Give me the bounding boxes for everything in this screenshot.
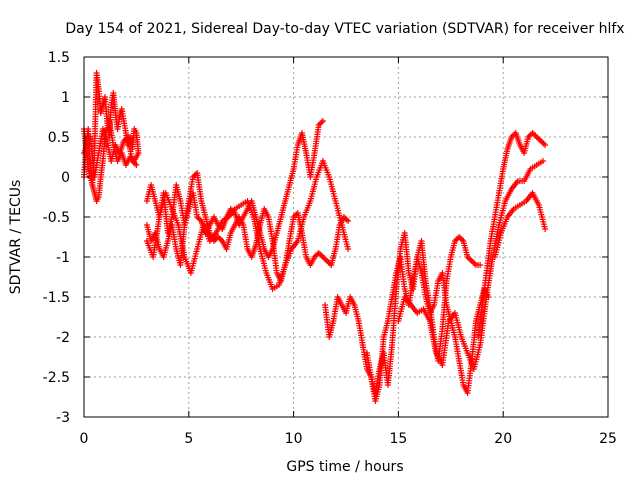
series-5 (143, 158, 352, 292)
data-point (465, 255, 472, 262)
y-tick-label: 1.5 (48, 50, 70, 66)
data-point (189, 174, 196, 180)
data-points (81, 70, 549, 404)
x-tick-label: 0 (80, 431, 89, 447)
x-tick-label: 25 (599, 431, 617, 447)
data-point (319, 118, 326, 124)
data-point (451, 238, 458, 244)
chart-title: Day 154 of 2021, Sidereal Day-to-day VTE… (65, 21, 624, 37)
data-point (471, 260, 478, 267)
data-point (217, 236, 224, 243)
data-point (318, 119, 325, 126)
axes: 0 5 10 15 20 25 1.5 1 0.5 0 -0.5 -1 -1.5 -2 -2.5 -3 (43, 50, 617, 447)
data-point (539, 139, 546, 146)
data-point (340, 214, 347, 220)
data-point (135, 150, 142, 156)
data-point (195, 215, 202, 222)
data-point (324, 258, 331, 264)
data-point (530, 131, 537, 138)
y-tick-label: -3 (56, 410, 70, 426)
data-point (526, 132, 533, 139)
data-point (470, 259, 477, 266)
series-7 (363, 254, 492, 404)
data-point (319, 254, 326, 260)
data-point (542, 226, 549, 232)
data-point (132, 160, 139, 167)
y-tick-label: 0 (61, 170, 70, 186)
data-point (529, 130, 536, 136)
data-point (540, 140, 547, 147)
y-tick-label: -2.5 (43, 370, 70, 386)
data-point (540, 158, 547, 164)
data-point (456, 234, 463, 240)
data-point (321, 255, 328, 262)
y-tick-label: 0.5 (48, 130, 70, 146)
data-point (312, 252, 319, 259)
data-point (194, 214, 201, 220)
data-point (535, 135, 542, 142)
data-point (215, 234, 222, 240)
data-point (133, 162, 140, 168)
data-point (458, 236, 465, 243)
data-point (317, 120, 324, 127)
series-2 (81, 126, 140, 180)
data-point (129, 158, 136, 164)
data-point (542, 142, 549, 148)
data-point (525, 134, 532, 140)
data-point (342, 215, 349, 222)
series-8 (395, 158, 547, 372)
data-point (315, 122, 322, 128)
data-point (468, 258, 475, 264)
y-tick-label: -1 (56, 250, 70, 266)
y-tick-label: -2 (56, 330, 70, 346)
x-tick-label: 20 (494, 431, 512, 447)
series-9 (475, 130, 549, 340)
data-point (457, 235, 464, 242)
data-point (120, 138, 127, 144)
data-point (345, 218, 352, 224)
data-point (537, 138, 544, 144)
data-point (317, 251, 324, 258)
data-point (464, 254, 471, 260)
data-point (322, 256, 329, 263)
x-tick-label: 15 (389, 431, 407, 447)
y-tick-label: -0.5 (43, 210, 70, 226)
data-point (509, 132, 516, 139)
data-point (345, 246, 352, 252)
data-point (130, 159, 137, 166)
y-axis-label: SDTVAR / TECUs (8, 180, 24, 295)
data-point (532, 132, 539, 139)
data-point (315, 250, 322, 256)
data-point (467, 256, 474, 263)
y-tick-label: 1 (61, 90, 70, 106)
y-tick-label: -1.5 (43, 290, 70, 306)
data-point (216, 235, 223, 242)
data-point (318, 252, 325, 259)
data-point (196, 216, 203, 223)
data-point (453, 236, 460, 243)
data-point (536, 136, 543, 143)
data-point (508, 134, 515, 140)
data-point (533, 134, 540, 140)
series-10 (491, 190, 549, 260)
x-axis-label: GPS time / hours (286, 459, 403, 475)
data-point (290, 214, 297, 220)
data-point (477, 262, 484, 268)
plot-frame (83, 56, 609, 418)
data-point (311, 254, 318, 260)
series-4 (143, 170, 352, 284)
x-tick-label: 5 (184, 431, 193, 447)
x-tick-label: 10 (285, 431, 303, 447)
data-point (343, 216, 350, 223)
